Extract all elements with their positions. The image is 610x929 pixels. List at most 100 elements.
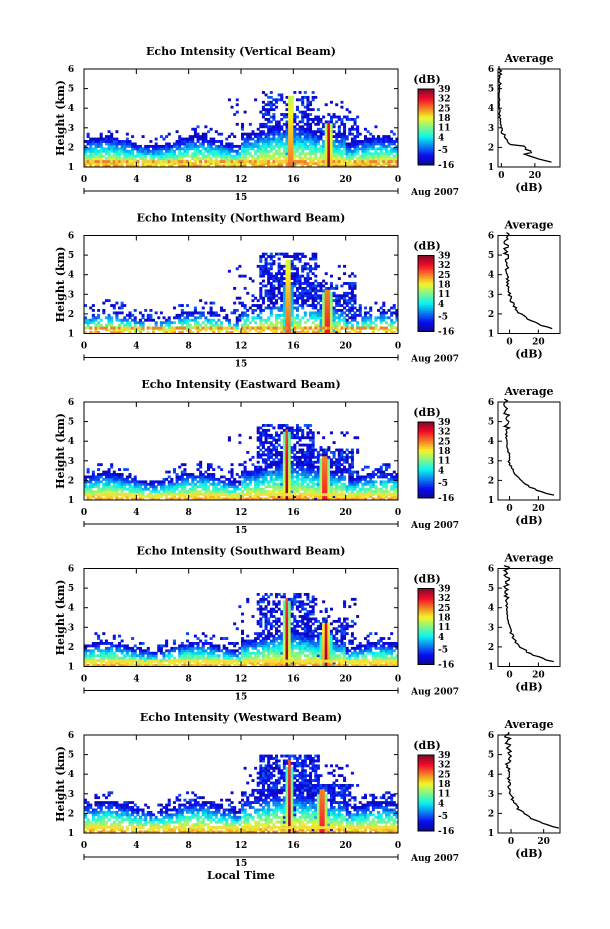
heatmap-cell — [165, 477, 169, 481]
heatmap-cell — [327, 323, 331, 327]
heatmap-cell — [141, 492, 145, 496]
surface-echo — [118, 493, 122, 497]
heatmap-cell — [125, 318, 129, 322]
heatmap-cell — [277, 470, 281, 474]
heatmap-cell — [282, 490, 286, 494]
heatmap-cell — [233, 328, 237, 332]
heatmap-cell — [298, 147, 302, 151]
heatmap-cell — [225, 164, 229, 168]
colorbar-segment — [418, 456, 434, 459]
surface-echo — [301, 493, 305, 497]
heatmap-cell — [251, 309, 255, 312]
heatmap-cell — [288, 291, 292, 295]
heatmap-cell — [340, 311, 344, 315]
heatmap-cell — [285, 279, 289, 283]
heatmap-cell — [301, 470, 305, 474]
heatmap-cell — [272, 458, 276, 462]
heatmap-cell — [199, 470, 203, 474]
heatmap-cell — [332, 490, 336, 494]
heatmap-cell — [322, 453, 326, 457]
surface-echo — [214, 493, 218, 497]
heatmap-cell — [89, 306, 93, 310]
heatmap-cell — [327, 311, 331, 315]
heatmap-cell — [115, 157, 119, 161]
heatmap-cell — [267, 473, 271, 476]
heatmap-cell — [246, 142, 250, 146]
heatmap-cell — [290, 326, 294, 329]
heatmap-cell — [267, 262, 271, 266]
heatmap-cell — [89, 144, 93, 148]
heatmap-cell — [275, 149, 279, 153]
heatmap-cell — [361, 162, 365, 165]
heatmap-cell — [275, 495, 279, 498]
heatmap-cell — [243, 497, 247, 501]
heatmap-cell — [285, 470, 289, 474]
heatmap-cell — [175, 482, 179, 486]
heatmap-cell — [345, 144, 349, 148]
surface-echo — [332, 326, 336, 330]
heatmap-cell — [366, 323, 370, 327]
heatmap-cell — [259, 490, 263, 494]
heatmap-cell — [84, 321, 88, 325]
heatmap-cell — [206, 157, 210, 161]
heatmap-cell — [259, 441, 263, 445]
colorbar-segment — [418, 117, 434, 120]
heatmap-cell — [97, 495, 101, 498]
heatmap-cell — [306, 304, 310, 307]
heatmap-cell — [309, 154, 313, 158]
heatmap-cell — [233, 162, 237, 165]
heatmap-cell — [387, 137, 391, 141]
heatmap-cell — [295, 433, 299, 437]
heatmap-cell — [324, 485, 328, 489]
heatmap-cell — [280, 93, 284, 97]
heatmap-cell — [293, 323, 297, 327]
heatmap-cell — [217, 331, 221, 334]
heatmap-cell — [309, 142, 313, 146]
heatmap-cell — [285, 495, 289, 498]
heatmap-cell — [282, 495, 286, 498]
heatmap-cell — [193, 149, 197, 153]
heatmap-cell — [282, 142, 286, 146]
colorbar-segment — [418, 132, 434, 135]
heatmap-cell — [316, 453, 320, 457]
surface-echo — [123, 160, 127, 164]
heatmap-cell — [332, 144, 336, 148]
heatmap-cell — [261, 142, 265, 146]
heatmap-cell — [125, 328, 129, 332]
heatmap-cell — [175, 475, 179, 479]
heatmap-cell — [89, 475, 93, 479]
heatmap-cell — [340, 140, 344, 143]
heatmap-cell — [311, 162, 315, 165]
heatmap-cell — [251, 470, 255, 474]
heatmap-cell — [324, 497, 328, 501]
heatmap-cell — [377, 475, 381, 479]
heatmap-cell — [363, 127, 367, 131]
heatmap-cell — [337, 162, 341, 165]
heatmap-cell — [241, 142, 245, 146]
heatmap-cell — [220, 485, 224, 489]
heatmap-cell — [222, 497, 226, 501]
heatmap-cell — [241, 485, 245, 489]
surface-echo — [91, 160, 95, 164]
heatmap-cell — [212, 149, 216, 153]
heatmap-cell — [212, 495, 216, 498]
heatmap-cell — [285, 443, 289, 447]
heatmap-cell — [327, 144, 331, 148]
heatmap-cell — [314, 470, 318, 474]
heatmap-cell — [298, 318, 302, 322]
heatmap-cell — [327, 460, 331, 464]
heatmap-cell — [311, 443, 315, 447]
heatmap-cell — [314, 147, 318, 151]
heatmap-cell — [241, 328, 245, 332]
heatmap-cell — [225, 152, 229, 156]
heatmap-cell — [170, 490, 174, 494]
heatmap-cell — [277, 125, 281, 129]
heatmap-cell — [374, 301, 378, 305]
heatmap-cell — [162, 482, 166, 486]
heatmap-cell — [340, 100, 344, 104]
heatmap-cell — [238, 147, 242, 151]
heatmap-cell — [361, 485, 365, 489]
heatmap-cell — [395, 473, 399, 476]
heatmap-cell — [314, 137, 318, 141]
heatmap-cell — [256, 468, 260, 471]
